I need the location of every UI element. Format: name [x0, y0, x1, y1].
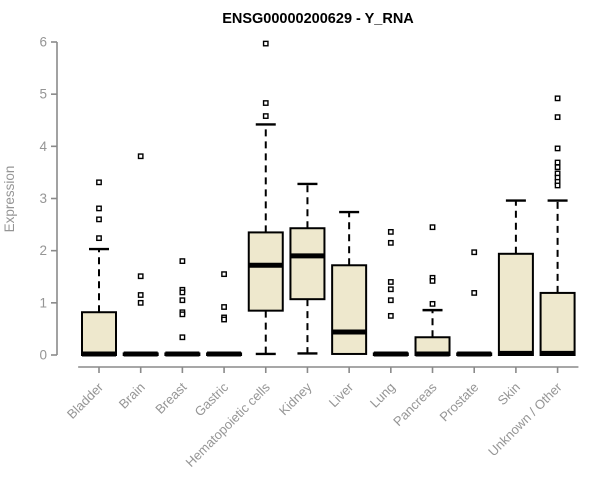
y-tick-label: 0: [39, 348, 47, 363]
outlier-point-unknown-other: [554, 182, 561, 189]
outlier-point-brain: [137, 292, 144, 298]
box-skin: [497, 252, 534, 356]
box-bladder: [81, 311, 117, 356]
outlier-point-hematopoietic-cells: [262, 113, 269, 119]
outlier-point-gastric: [221, 271, 227, 278]
x-tick-label-breast: Breast: [152, 379, 189, 416]
outlier-point-hematopoietic-cells: [262, 100, 269, 106]
outlier-point-breast: [179, 289, 186, 296]
outlier-point-lung: [387, 239, 394, 246]
x-tick-label-prostate: Prostate: [436, 380, 481, 425]
x-tick-label-brain: Brain: [116, 380, 148, 412]
y-tick-label: 5: [39, 87, 47, 102]
outlier-point-unknown-other: [554, 114, 561, 121]
x-tick-label-skin: Skin: [495, 380, 523, 408]
outlier-point-lung: [387, 297, 394, 304]
x-tick-label-kidney: Kidney: [276, 379, 315, 418]
outlier-point-pancreas: [429, 300, 436, 307]
x-tick-label-gastric: Gastric: [191, 379, 231, 419]
outlier-point-unknown-other: [554, 164, 561, 171]
y-tick-label: 4: [39, 139, 47, 154]
chart-title: ENSG00000200629 - Y_RNA: [222, 11, 414, 27]
y-tick-label: 1: [39, 295, 47, 310]
outlier-point-bladder: [96, 179, 102, 186]
outlier-point-breast: [179, 311, 186, 318]
outlier-point-hematopoietic-cells: [262, 40, 269, 47]
y-tick-label: 3: [39, 191, 47, 206]
outlier-point-lung: [387, 279, 394, 285]
outlier-point-breast: [179, 334, 186, 341]
outlier-point-bladder: [96, 216, 102, 223]
outlier-point-gastric: [221, 304, 227, 310]
box-unknown-other: [539, 291, 576, 356]
outlier-point-unknown-other: [554, 159, 561, 166]
y-tick-label: 2: [39, 243, 47, 258]
outlier-point-brain: [137, 273, 144, 280]
outlier-point-bladder: [96, 235, 102, 242]
x-tick-label-pancreas: Pancreas: [390, 379, 440, 429]
box-hematopoietic-cells: [247, 231, 284, 312]
outlier-point-lung: [387, 228, 394, 235]
x-tick-label-unknown-other: Unknown / Other: [485, 379, 565, 459]
y-tick-label: 6: [39, 35, 47, 50]
y-axis-label: Expression: [2, 166, 17, 233]
outlier-point-lung: [387, 286, 394, 293]
outlier-point-pancreas: [429, 278, 436, 284]
outlier-point-pancreas: [429, 224, 436, 231]
outlier-point-breast: [179, 258, 186, 264]
outlier-point-bladder: [96, 205, 102, 212]
box-kidney: [289, 227, 326, 301]
outlier-point-prostate: [471, 249, 478, 256]
x-tick-label-liver: Liver: [326, 379, 357, 410]
outlier-point-unknown-other: [554, 145, 561, 152]
box-liver: [331, 264, 368, 355]
outlier-point-breast: [179, 297, 186, 304]
outlier-point-unknown-other: [554, 95, 561, 102]
x-tick-label-bladder: Bladder: [64, 379, 107, 422]
outlier-point-prostate: [471, 290, 478, 296]
outlier-point-gastric: [221, 316, 227, 323]
outlier-point-brain: [137, 153, 144, 160]
x-tick-label-lung: Lung: [367, 380, 398, 411]
outlier-point-lung: [387, 312, 394, 319]
outlier-point-brain: [137, 299, 144, 306]
